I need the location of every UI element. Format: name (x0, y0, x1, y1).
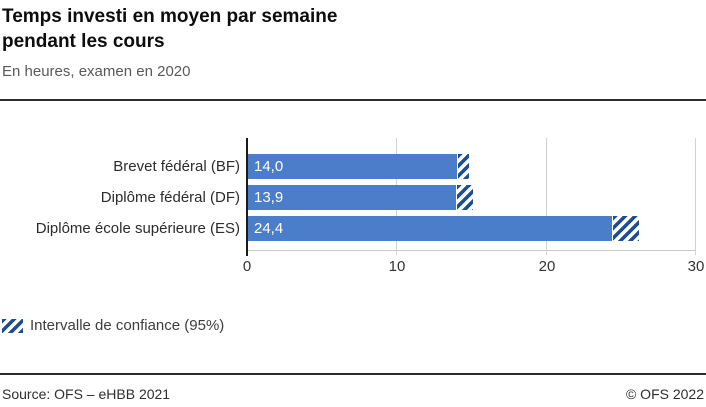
bar-row: 14,0 (248, 154, 696, 179)
header-divider (0, 99, 706, 101)
gridline-30 (695, 138, 696, 255)
x-tick-label: 20 (538, 258, 556, 275)
confidence-interval-hatch (458, 154, 469, 179)
title-line-2: pendant les cours (2, 31, 165, 52)
confidence-interval-swatch-icon (2, 318, 23, 333)
bar-value-label: 14,0 (254, 158, 284, 175)
footer-divider (0, 373, 706, 375)
bar-value-label: 13,9 (254, 189, 284, 206)
category-label: Diplôme fédéral (DF) (100, 189, 240, 206)
confidence-interval-hatch (456, 185, 473, 210)
bar-row: 24,4 (248, 216, 696, 241)
confidence-interval-hatch (613, 216, 639, 241)
page-title: Temps investi en moyen par semaine penda… (2, 4, 337, 54)
category-label: Brevet fédéral (BF) (113, 158, 240, 175)
bar: 13,9 (248, 185, 456, 210)
category-label: Diplôme école supérieure (ES) (35, 220, 240, 237)
copyright-text: © OFS 2022 (625, 386, 704, 402)
gridline-20 (546, 138, 547, 255)
legend-label: Intervalle de confiance (95%) (30, 317, 225, 334)
bar: 24,4 (248, 216, 613, 241)
title-line-1: Temps investi en moyen par semaine (2, 6, 338, 27)
bar: 14,0 (248, 154, 458, 179)
x-tick-label: 30 (687, 258, 705, 275)
bar-row: 13,9 (248, 185, 696, 210)
legend: Intervalle de confiance (95%) (2, 317, 224, 334)
source-text: Source: OFS – eHBB 2021 (2, 386, 171, 402)
bar-value-label: 24,4 (254, 220, 284, 237)
x-tick-label: 10 (388, 258, 406, 275)
y-axis-line (246, 138, 248, 256)
x-tick-label: 0 (242, 258, 252, 275)
plot-area: 14,0 13,9 24,4 (246, 138, 696, 256)
chart-subtitle: En heures, examen en 2020 (2, 63, 191, 80)
